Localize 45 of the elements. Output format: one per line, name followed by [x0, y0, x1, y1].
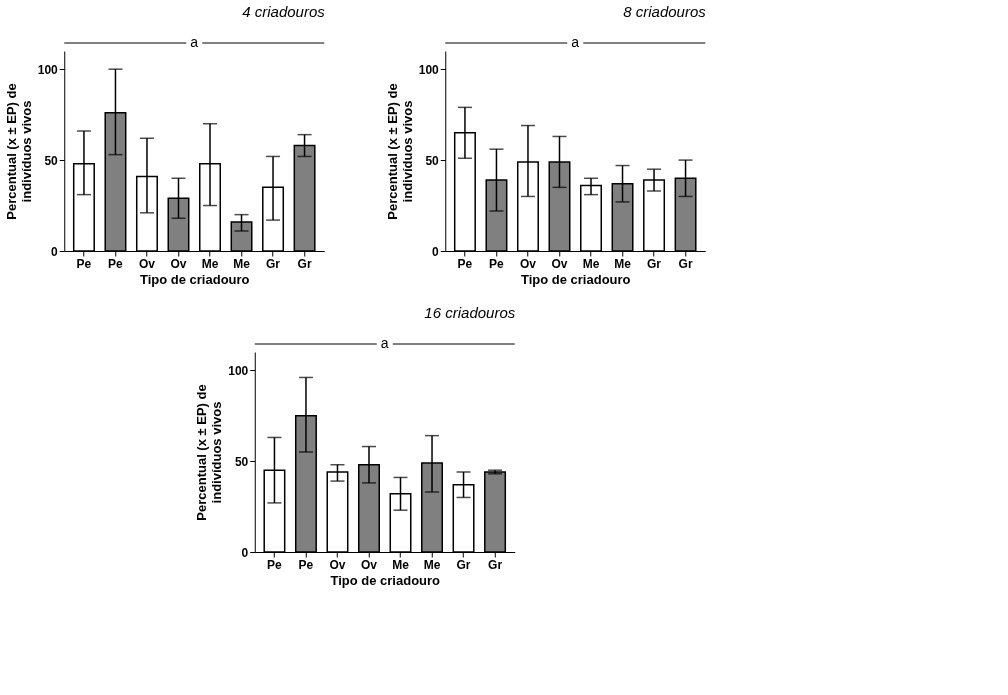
- text: a: [190, 34, 199, 50]
- x-tick-label: Gr: [266, 256, 281, 271]
- chart-title: 16 criadouros: [424, 304, 516, 321]
- chart-title: 4 criadouros: [242, 3, 326, 20]
- x-tick-label: Pe: [298, 557, 314, 572]
- x-tick-label: Me: [582, 256, 600, 271]
- y-axis-title: Percentual (x ± EP) de indivíduos vivos: [3, 83, 34, 220]
- y-axis-title: Percentual (x ± EP) de indivíduos vivos: [384, 83, 415, 220]
- x-tick-label: Gr: [297, 256, 312, 271]
- x-tick-label: Gr: [678, 256, 693, 271]
- x-tick-label: Me: [201, 256, 219, 271]
- x-tick-label: Ov: [138, 256, 156, 271]
- x-tick-label: Gr: [456, 557, 471, 572]
- y-tick-label: 50: [44, 153, 59, 168]
- x-tick-label: Me: [423, 557, 441, 572]
- y-tick-label: 0: [51, 244, 59, 259]
- text: a: [380, 335, 389, 351]
- y-tick-label: 50: [234, 454, 249, 469]
- x-tick-label: Pe: [489, 256, 505, 271]
- y-axis-title: Percentual (x ± EP) de indivíduos vivos: [194, 384, 225, 521]
- x-tick-label: Ov: [519, 256, 537, 271]
- y-tick-label: 50: [425, 153, 440, 168]
- x-tick-label: Me: [614, 256, 632, 271]
- y-tick-label: 0: [432, 244, 440, 259]
- x-tick-label: Me: [392, 557, 410, 572]
- x-tick-label: Pe: [108, 256, 124, 271]
- x-tick-label: Pe: [267, 557, 283, 572]
- x-tick-label: Ov: [551, 256, 568, 271]
- x-axis-title: Tipo de criadouro: [520, 271, 631, 287]
- x-axis-title: Tipo de criadouro: [330, 572, 441, 588]
- x-axis-title: Tipo de criadouro: [139, 271, 250, 287]
- y-tick-label: 100: [228, 363, 249, 378]
- chart-title: 8 criadouros: [623, 3, 707, 20]
- y-tick-label: 0: [241, 545, 249, 560]
- y-tick-label: 100: [37, 62, 59, 77]
- x-tick-label: Gr: [647, 256, 662, 271]
- y-tick-label: 100: [418, 62, 440, 77]
- x-tick-label: Pe: [76, 256, 92, 271]
- x-tick-label: Me: [233, 256, 251, 271]
- text: a: [571, 34, 580, 50]
- x-tick-label: Ov: [360, 557, 378, 572]
- x-tick-label: Ov: [329, 557, 346, 572]
- x-tick-label: Pe: [457, 256, 473, 271]
- x-tick-label: Gr: [488, 557, 503, 572]
- x-tick-label: Ov: [170, 256, 187, 271]
